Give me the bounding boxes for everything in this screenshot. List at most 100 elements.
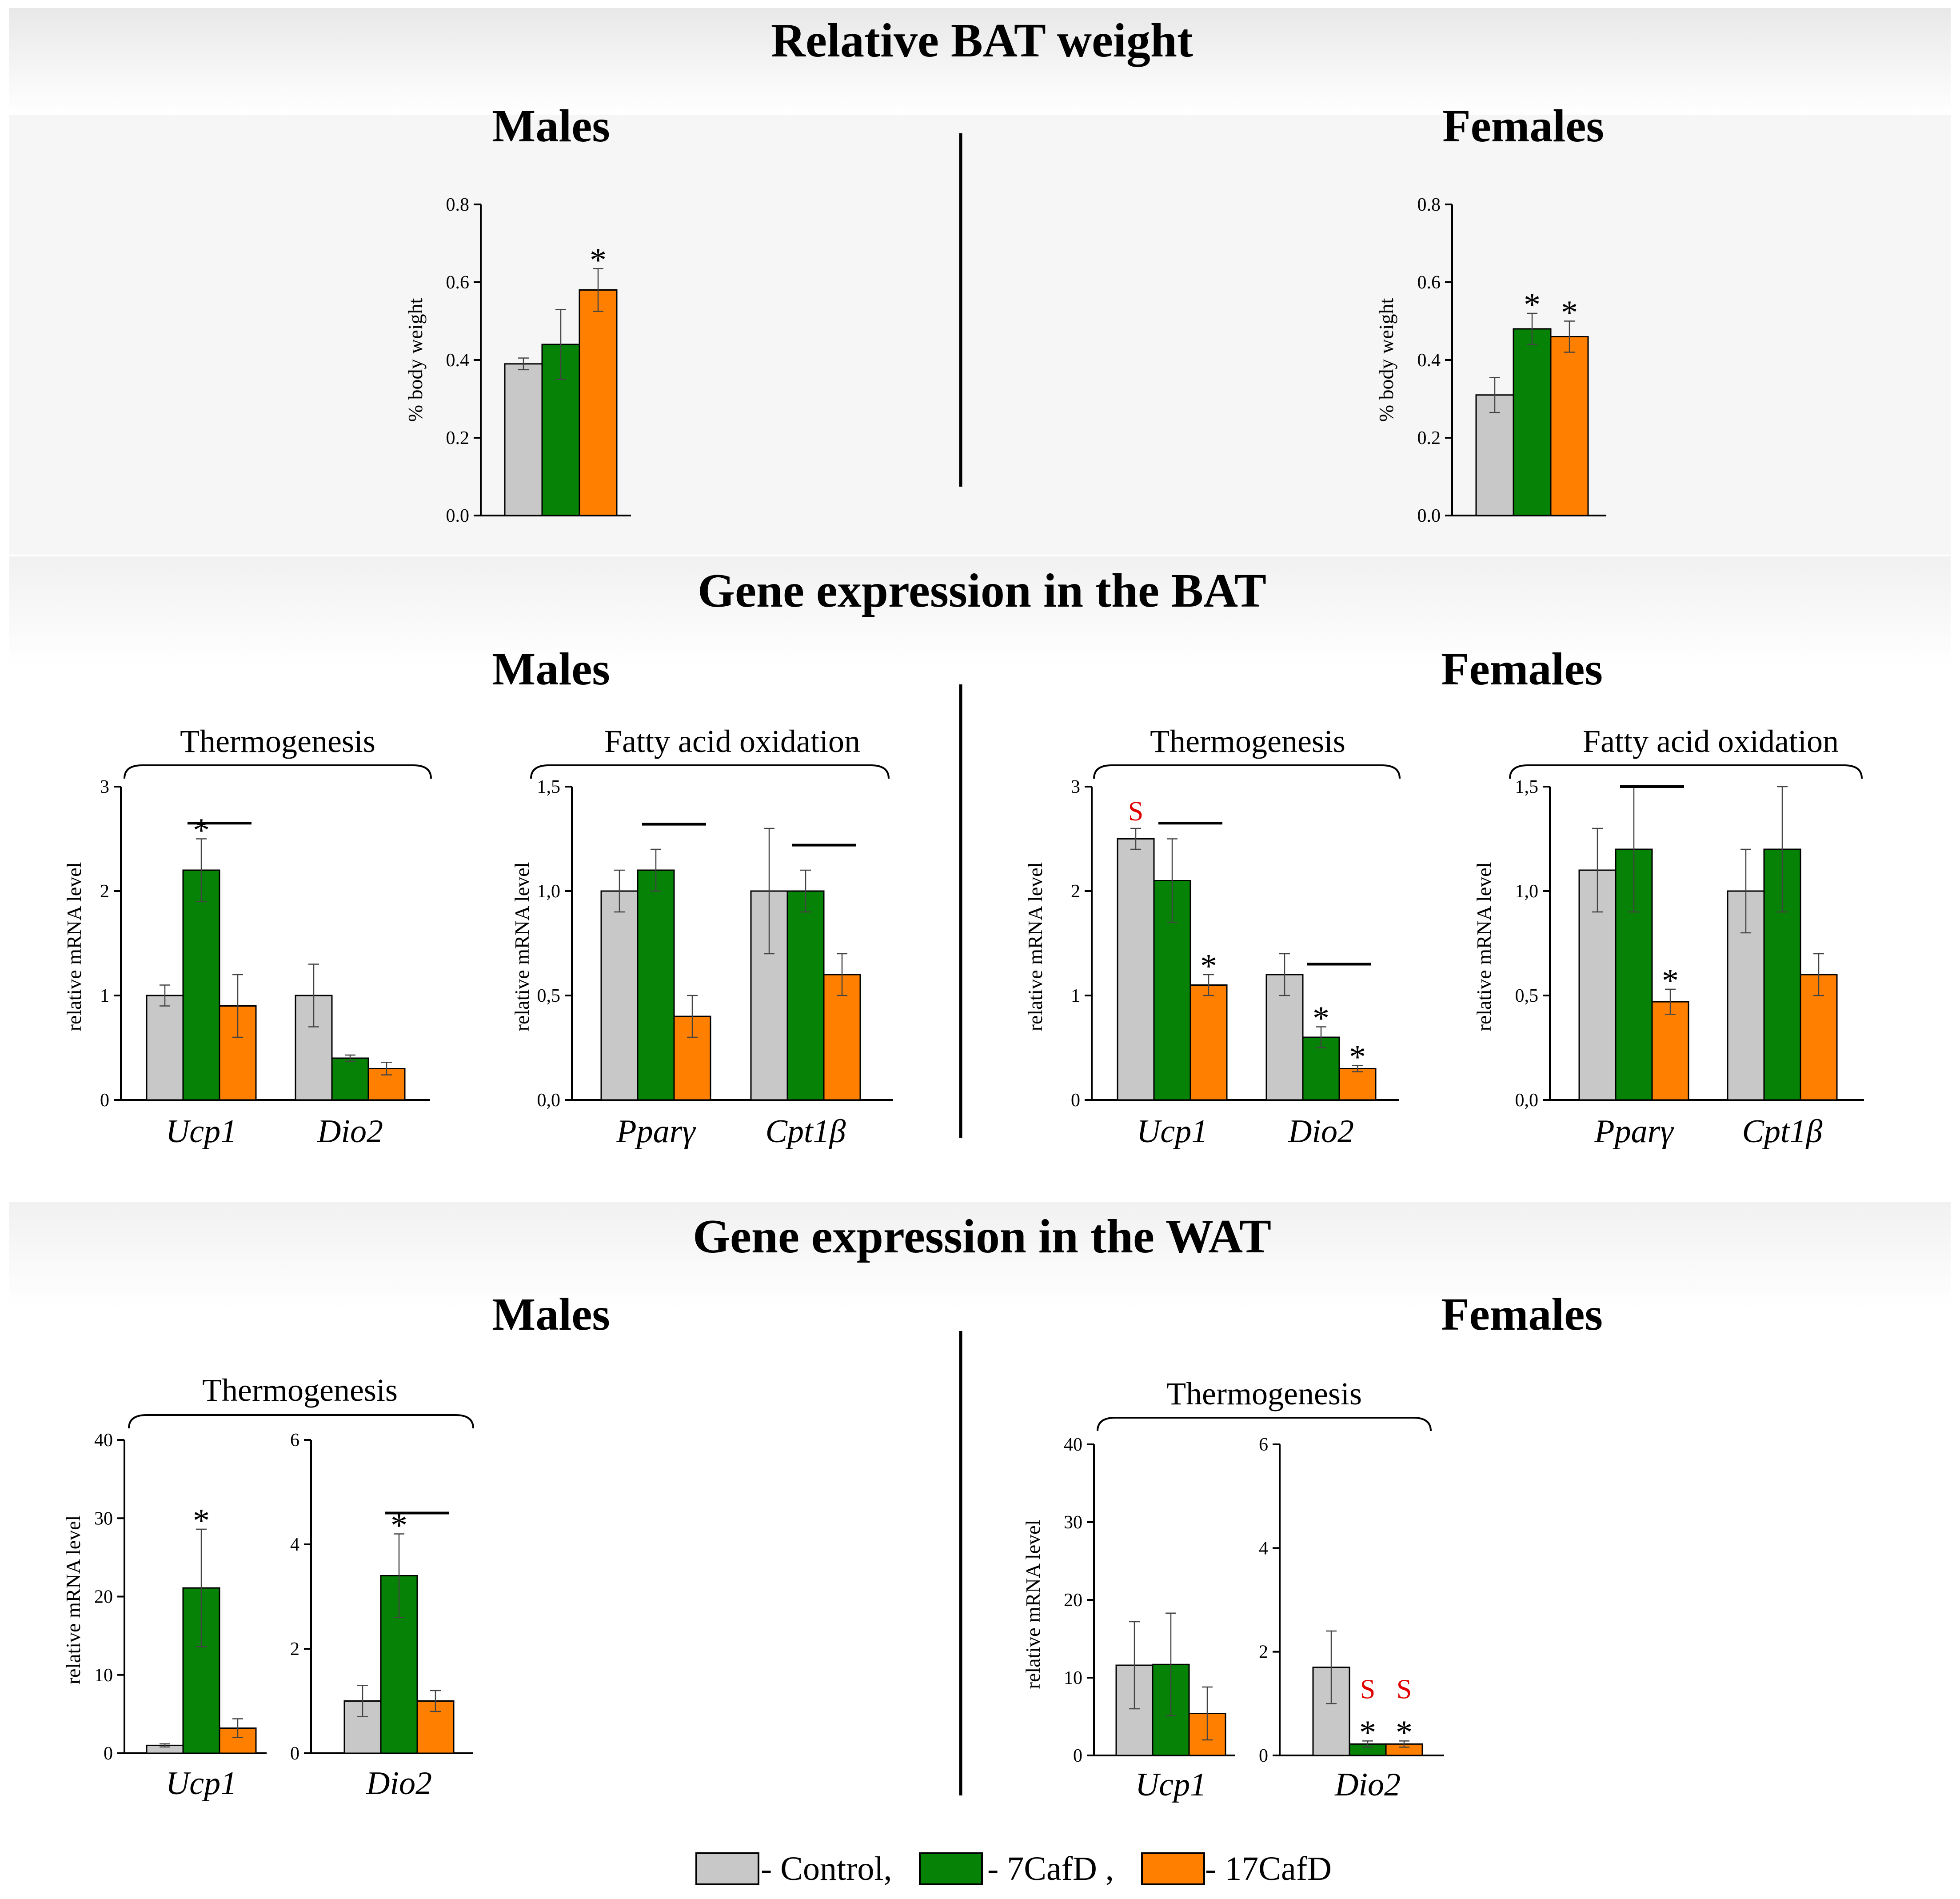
y-tick-label: 2 (1259, 1642, 1268, 1663)
y-axis-label: % body weight (404, 298, 427, 422)
significance-star: * (1524, 286, 1541, 324)
y-tick-label: 40 (94, 1430, 113, 1451)
x-category-label: Cpt1β (1742, 1113, 1823, 1150)
females-title-bat-weight: Females (1442, 100, 1604, 152)
y-tick-label: 1,0 (1515, 881, 1539, 902)
x-category-label: Cpt1β (766, 1113, 846, 1150)
significance-star: * (1561, 294, 1578, 332)
y-tick-label: 0 (1259, 1746, 1268, 1766)
group-brace-wat-f-thermo (1097, 1417, 1432, 1431)
chart-bat-females-fatty-acid-oxidation: 0,0 0,5 1,0 1,5 relative mRNA level Pparγ Cpt1… (1473, 777, 1864, 1150)
significance-star: * (193, 812, 210, 849)
y-tick-label: 1,0 (537, 881, 561, 902)
group-brace-bat-f-fao (1509, 764, 1863, 779)
y-tick-label: 40 (1064, 1435, 1082, 1455)
y-axis-label: relative mRNA level (1024, 862, 1046, 1031)
y-tick-label: 20 (94, 1587, 113, 1607)
section-title-wat-genes: Gene expression in the WAT (693, 1210, 1271, 1263)
legend-label-control: - Control, (761, 1850, 892, 1887)
y-axis-label: relative mRNA level (1473, 862, 1495, 1031)
chart-bat-males-fatty-acid-oxidation: 0,0 0,5 1,0 1,5 relative mRNA level Pparγ Cpt1… (511, 777, 893, 1150)
group-label-bat-f-fao: Fatty acid oxidation (1583, 724, 1839, 759)
y-tick-label: 0 (1073, 1746, 1082, 1766)
y-tick-label: 1 (1071, 986, 1080, 1006)
y-tick-label: 6 (1259, 1435, 1268, 1455)
y-tick-label: 2 (1071, 881, 1080, 902)
y-tick-label: 0.4 (1417, 350, 1441, 371)
males-title-wat-genes: Males (492, 1289, 610, 1340)
y-tick-label: 0 (290, 1743, 299, 1764)
legend-swatch-7cafd (919, 1852, 983, 1885)
y-tick-label: 0.0 (446, 506, 470, 526)
group-label-bat-m-thermo: Thermogenesis (180, 724, 375, 759)
section-wat-genes-header-band (9, 1202, 1951, 1309)
y-tick-label: 0,5 (537, 986, 561, 1006)
y-tick-label: 1,5 (537, 777, 561, 797)
bar-17cafd (579, 289, 618, 516)
legend-label-17cafd: - 17CafD (1205, 1850, 1332, 1887)
y-tick-label: 10 (1064, 1668, 1082, 1688)
y-tick-label: 0.4 (446, 350, 470, 371)
x-category-label: Dio2 (1288, 1113, 1354, 1150)
y-tick-label: 4 (290, 1535, 299, 1555)
y-axis-label: relative mRNA level (511, 862, 533, 1031)
y-tick-label: 0.0 (1417, 506, 1441, 526)
y-tick-label: 0.6 (446, 272, 470, 293)
y-tick-label: 2 (290, 1639, 299, 1659)
y-tick-label: 30 (94, 1508, 113, 1529)
group-label-bat-f-thermo: Thermogenesis (1150, 724, 1345, 759)
significance-star: * (1349, 1038, 1366, 1075)
x-category-label: Pparγ (616, 1113, 696, 1150)
y-tick-label: 0,5 (1515, 986, 1539, 1006)
y-tick-label: 1 (100, 986, 109, 1006)
significance-s-mark: S (1397, 1674, 1412, 1704)
significance-star: * (1396, 1714, 1413, 1751)
x-category-label: Dio2 (366, 1765, 432, 1802)
y-tick-label: 3 (1071, 777, 1080, 797)
significance-star: * (193, 1502, 210, 1539)
y-tick-label: 0.8 (446, 195, 470, 215)
legend-label-7cafd: - 7CafD , (987, 1850, 1114, 1887)
bar-control (146, 995, 184, 1101)
y-tick-label: 0.6 (1417, 272, 1441, 293)
chart-bat-females-thermogenesis: 0 1 2 3 relative mRNA level Ucp1 Dio2 S * * * (1024, 777, 1399, 1150)
y-axis-label: relative mRNA level (1022, 1520, 1044, 1689)
group-brace-bat-f-thermo (1093, 764, 1401, 779)
bar-control (1475, 394, 1514, 516)
x-category-label: Ucp1 (166, 1765, 237, 1802)
legend: - Control, - 7CafD , - 17CafD (695, 1850, 1332, 1887)
legend-swatch-control (695, 1852, 759, 1885)
bar-7cafd (1513, 328, 1552, 516)
y-axis-label: relative mRNA level (63, 862, 85, 1031)
y-tick-label: 0.2 (1417, 428, 1441, 448)
x-category-label: Ucp1 (166, 1113, 237, 1150)
chart-bat-males-thermogenesis: 0 1 2 3 relative mRNA level Ucp1 Dio2 * (63, 777, 430, 1150)
significance-star: * (1313, 1000, 1329, 1037)
y-tick-label: 4 (1259, 1538, 1268, 1559)
bar-control (1117, 838, 1155, 1101)
y-tick-label: 10 (94, 1665, 113, 1686)
chart-wat-males-ucp1: 0 10 20 30 40 relative mRNA level Ucp1 * (62, 1430, 267, 1802)
bar-7cafd (1302, 1036, 1340, 1101)
chart-bat-weight-males: 0.0 0.2 0.4 0.6 0.8 % body weight * (404, 195, 631, 526)
y-tick-label: 2 (100, 881, 109, 902)
y-axis-label: % body weight (1375, 298, 1397, 422)
bar-7cafd (637, 869, 675, 1101)
females-title-bat-genes: Females (1441, 644, 1603, 695)
x-category-label: Pparγ (1594, 1113, 1674, 1150)
males-title-bat-genes: Males (492, 644, 610, 695)
section-bat-genes-header-band (9, 556, 1951, 668)
y-tick-label: 0 (100, 1090, 109, 1111)
y-tick-label: 20 (1064, 1590, 1082, 1611)
x-category-label: Dio2 (1334, 1767, 1401, 1803)
y-tick-label: 0 (104, 1743, 113, 1764)
section-bat-weight-header-band (9, 8, 1951, 115)
bar-17cafd (1190, 984, 1228, 1101)
significance-s-mark: S (1360, 1674, 1375, 1704)
males-title-bat-weight: Males (492, 100, 610, 152)
significance-star: * (1662, 962, 1679, 999)
bar-7cafd (182, 869, 220, 1101)
significance-s-mark: S (1128, 796, 1143, 827)
group-label-wat-f-thermo: Thermogenesis (1166, 1376, 1362, 1411)
